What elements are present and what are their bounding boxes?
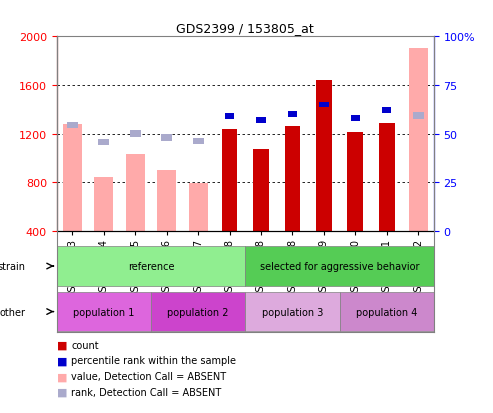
Text: ■: ■ (57, 371, 67, 381)
Text: selected for aggressive behavior: selected for aggressive behavior (260, 261, 420, 271)
Text: ■: ■ (57, 356, 67, 366)
Bar (348, 133, 363, 231)
Bar (245, 247, 434, 286)
Bar (130, 131, 141, 138)
Bar (151, 292, 245, 332)
Bar (193, 138, 204, 145)
Bar (340, 292, 434, 332)
Text: population 2: population 2 (168, 307, 229, 317)
Text: value, Detection Call = ABSENT: value, Detection Call = ABSENT (71, 371, 227, 381)
Bar (413, 113, 423, 119)
Text: rank, Detection Call = ABSENT: rank, Detection Call = ABSENT (71, 387, 222, 397)
Text: ■: ■ (57, 387, 67, 397)
Bar (126, 155, 145, 231)
Bar (57, 292, 151, 332)
Bar (256, 118, 266, 123)
Bar (67, 122, 78, 129)
Bar (382, 108, 391, 114)
Bar (157, 171, 176, 231)
Bar (379, 123, 394, 231)
Bar (189, 184, 208, 231)
Text: other: other (0, 307, 25, 317)
Title: GDS2399 / 153805_at: GDS2399 / 153805_at (176, 21, 314, 35)
Text: percentile rank within the sample: percentile rank within the sample (71, 356, 237, 366)
Bar (351, 116, 360, 121)
Text: population 3: population 3 (262, 307, 323, 317)
Text: count: count (71, 340, 99, 350)
Bar (409, 49, 427, 231)
Bar (284, 127, 300, 231)
Bar (253, 150, 269, 231)
Text: population 1: population 1 (73, 307, 135, 317)
Bar (94, 178, 113, 231)
Bar (316, 81, 332, 231)
Bar (288, 112, 297, 118)
Text: population 4: population 4 (356, 307, 418, 317)
Bar (63, 125, 82, 231)
Bar (57, 247, 245, 286)
Text: ■: ■ (57, 340, 67, 350)
Bar (98, 139, 109, 146)
Text: strain: strain (0, 261, 25, 271)
Bar (222, 129, 238, 231)
Bar (319, 102, 328, 108)
Bar (161, 135, 172, 141)
Bar (245, 292, 340, 332)
Text: reference: reference (128, 261, 174, 271)
Bar (225, 114, 234, 119)
